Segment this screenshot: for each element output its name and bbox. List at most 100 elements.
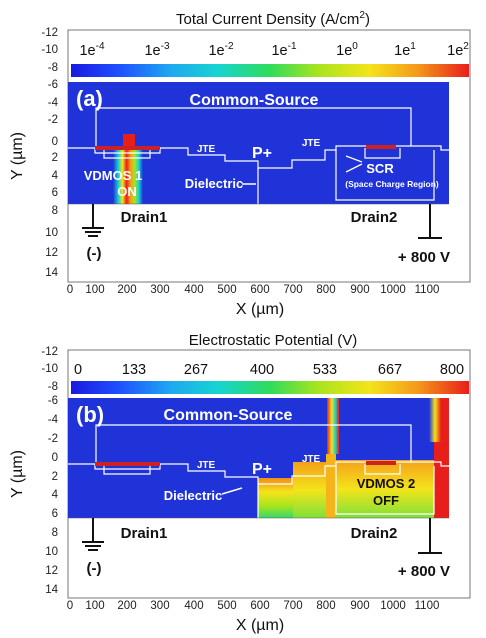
y-tick-a: -12 [41, 27, 58, 39]
common-source-label-b: Common-Source [164, 407, 293, 424]
jte-label-a-2: JTE [302, 138, 321, 149]
potential-region-3 [326, 454, 336, 518]
vdmos1-label: VDMOS 1 [84, 168, 143, 183]
colorbar-b-tick-1: 133 [122, 362, 146, 378]
pplus-label-a: P+ [252, 145, 272, 162]
drain2-label-b: Drain2 [351, 525, 398, 542]
gate-left-b [95, 462, 160, 466]
colorbar-b-tick-5: 667 [378, 362, 402, 378]
drain1-label-b: Drain1 [121, 525, 168, 542]
x-tick-b: 800 [316, 600, 335, 612]
y-tick-a: 14 [45, 267, 58, 279]
y-tick-a: 0 [52, 136, 58, 148]
y-tick-b: 12 [45, 565, 58, 577]
device-structure-b [68, 424, 449, 518]
potential-region-5 [434, 440, 449, 518]
potential-region-2 [293, 462, 326, 518]
jte-label-b-2: JTE [302, 454, 321, 465]
pplus-label-b: P+ [252, 461, 272, 478]
gnd-label-a: (-) [87, 245, 102, 262]
panel-b: Electrostatic Potential (V) 0 133 267 40… [9, 332, 471, 634]
voltage-label-a: + 800 V [398, 249, 450, 266]
y-tick-a: -10 [41, 44, 58, 56]
x-tick-b: 400 [184, 600, 203, 612]
y-ticks-b: -12 -10 -8 -6 -4 -2 0 2 4 6 8 10 12 14 [41, 346, 58, 596]
y-tick-b: -2 [48, 433, 58, 445]
x-ticks-b: 0 100 200 300 400 500 600 700 800 900 10… [67, 600, 440, 612]
y-tick-b: -10 [41, 363, 58, 375]
vdmos2-label: VDMOS 2 [357, 476, 416, 491]
colorbar-b-tick-6: 800 [440, 362, 464, 378]
y-tick-a: -6 [48, 79, 58, 91]
drain2-label-a: Drain2 [351, 209, 398, 226]
potential-region-4 [336, 460, 434, 518]
colorbar-a-tick-4: 1e0 [336, 41, 358, 59]
y-axis-label-b: Y (µm) [9, 450, 26, 498]
y-axis-label-a: Y (µm) [9, 132, 26, 180]
y-tick-b: -4 [48, 414, 59, 426]
x-tick-b: 700 [283, 600, 302, 612]
y-tick-a: 2 [52, 152, 58, 164]
x-tick-a: 300 [150, 284, 169, 296]
y-tick-a: 6 [52, 187, 58, 199]
x-axis-label-a: X (µm) [236, 301, 284, 318]
x-tick-a: 400 [184, 284, 203, 296]
y-tick-b: 10 [45, 546, 58, 558]
vdmos2-state: OFF [373, 493, 399, 508]
gnd-label-b: (-) [87, 560, 102, 577]
scr-label: SCR [366, 161, 394, 176]
gate-right-b [366, 461, 396, 465]
colorbar-a-tick-6: 1e2 [447, 41, 469, 59]
y-tick-a: 4 [52, 170, 59, 182]
x-tick-b: 0 [67, 600, 73, 612]
x-tick-b: 100 [85, 600, 104, 612]
scr-arrows [345, 155, 363, 173]
ground-symbol-a [82, 204, 104, 237]
dielectric-arrow-b [221, 487, 243, 495]
x-tick-b: 600 [250, 600, 269, 612]
x-tick-a: 1100 [415, 284, 440, 296]
y-tick-a: 12 [45, 247, 58, 259]
panel-a: Total Current Density (A/cm2) 1e-4 1e-3 … [9, 10, 471, 318]
x-tick-b: 500 [217, 600, 236, 612]
y-tick-a: -2 [48, 114, 58, 126]
x-tick-a: 700 [283, 284, 302, 296]
colorbar-b-tick-3: 400 [250, 362, 274, 378]
panel-label-b: (b) [76, 402, 104, 427]
x-tick-b: 200 [117, 600, 136, 612]
y-tick-a: -4 [48, 97, 59, 109]
source-contact-line-a [95, 107, 412, 146]
on-current-path [113, 148, 143, 204]
x-tick-a: 1000 [380, 284, 406, 296]
colorbar-b-ticks: 0 133 267 400 533 667 800 [74, 362, 464, 378]
y-tick-b: 0 [52, 452, 58, 464]
colorbar-b [71, 381, 469, 394]
device-structure-a [68, 107, 449, 204]
x-tick-b: 1000 [380, 600, 406, 612]
y-tick-b: 14 [45, 584, 58, 596]
hot-column-2 [429, 398, 449, 442]
colorbar-a-tick-5: 1e1 [394, 41, 416, 59]
y-tick-a: 10 [45, 227, 58, 239]
y-tick-a: 8 [52, 205, 58, 217]
dielectric-label-b: Dielectric [164, 488, 223, 503]
panel-label-a: (a) [76, 86, 103, 111]
gate-right-a [366, 145, 396, 149]
colorbar-a-tick-0: 1e-4 [79, 41, 104, 59]
y-ticks-a: -12 -10 -8 -6 -4 -2 0 2 4 6 8 10 12 14 [41, 27, 58, 279]
y-tick-b: -8 [48, 381, 58, 393]
x-tick-a: 200 [117, 284, 136, 296]
voltage-label-b: + 800 V [398, 563, 450, 580]
x-tick-a: 0 [67, 284, 73, 296]
y-tick-b: 8 [52, 527, 58, 539]
colorbar-a-tick-1: 1e-3 [144, 41, 169, 59]
colorbar-a-ticks: 1e-4 1e-3 1e-2 1e-1 1e0 1e1 1e2 [79, 41, 469, 59]
colorbar-b-tick-0: 0 [74, 362, 82, 378]
x-tick-b: 300 [150, 600, 169, 612]
common-source-label-a: Common-Source [190, 92, 319, 109]
x-ticks-a: 0 100 200 300 400 500 600 700 800 900 10… [67, 284, 440, 296]
x-tick-a: 100 [85, 284, 104, 296]
x-tick-b: 900 [350, 600, 369, 612]
x-tick-a: 900 [350, 284, 369, 296]
